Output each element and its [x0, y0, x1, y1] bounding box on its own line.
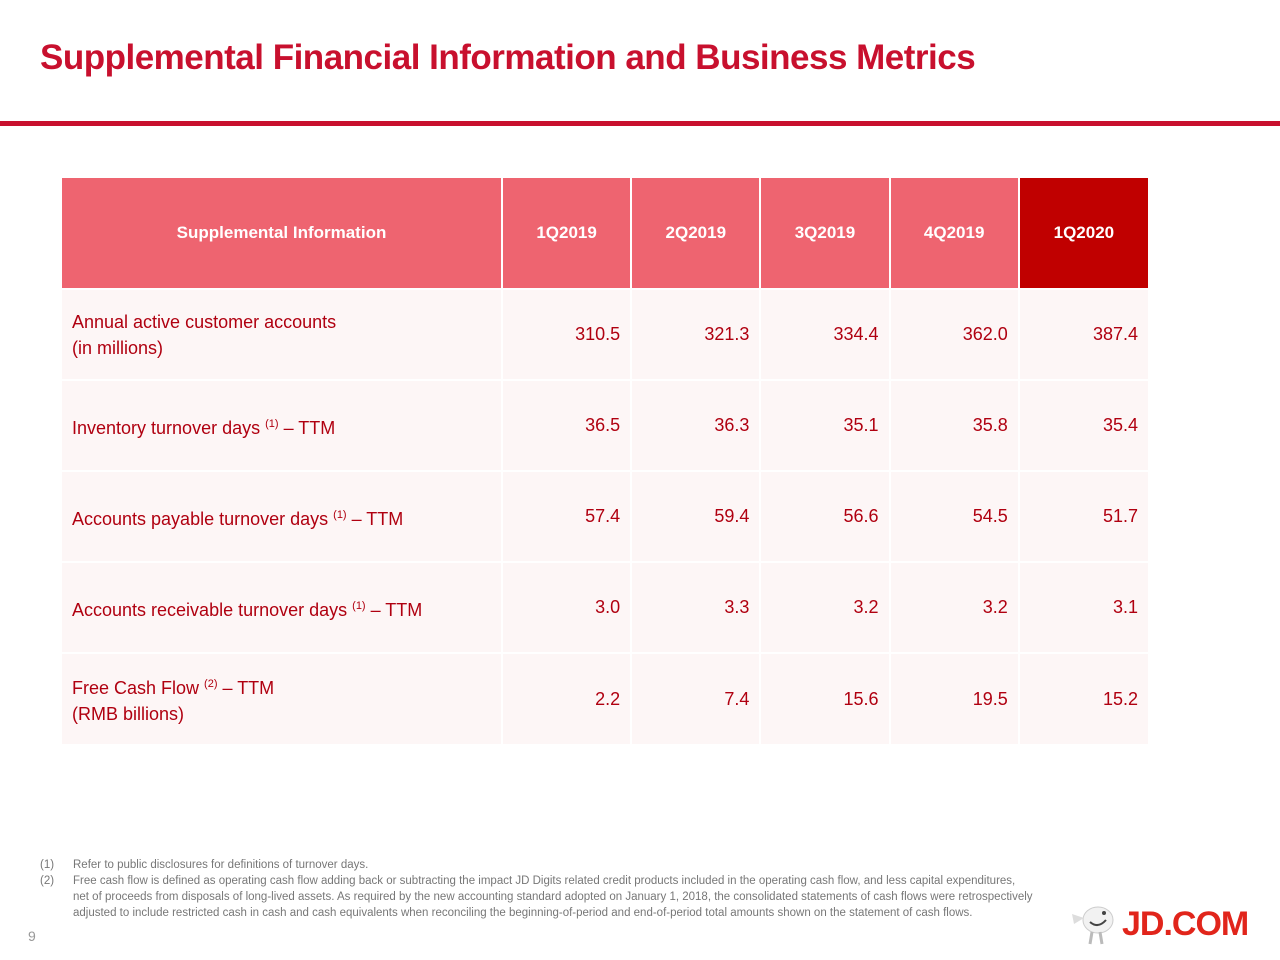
table-row: Free Cash Flow (2) – TTM (RMB billions) 2.… — [62, 652, 1148, 744]
footnote-text: Refer to public disclosures for definiti… — [73, 859, 369, 871]
header-1q2019: 1Q2019 — [500, 178, 632, 289]
value-cell: 387.4 — [1017, 288, 1148, 380]
table-row: Annual active customer accounts (in milli… — [62, 288, 1148, 380]
value-cell: 36.5 — [500, 379, 632, 471]
table-row: Inventory turnover days (1) – TTM 36.5 36.… — [62, 379, 1148, 471]
table-header-row: Supplemental Information 1Q2019 2Q2019 3… — [62, 178, 1148, 289]
value-cell: 7.4 — [630, 652, 761, 744]
jd-logo: JD.COM — [1068, 902, 1249, 946]
footnote-text: Free cash flow is defined as operating c… — [73, 875, 1033, 919]
value-cell: 15.6 — [759, 652, 890, 744]
footnote-number: (2) — [40, 875, 55, 887]
header-label: Supplemental Information — [62, 178, 502, 289]
value-cell: 3.1 — [1017, 561, 1148, 653]
value-cell: 54.5 — [888, 470, 1019, 562]
value-cell: 35.8 — [888, 379, 1019, 471]
value-cell: 51.7 — [1017, 470, 1148, 562]
footnote: (2) Free cash flow is defined as operatin… — [40, 873, 1033, 921]
metrics-table: Supplemental Information 1Q2019 2Q2019 3… — [62, 178, 1148, 744]
row-label: Accounts receivable turnover days (1) – … — [62, 561, 502, 653]
logo-text: JD.COM — [1122, 904, 1249, 943]
value-cell: 35.4 — [1017, 379, 1148, 471]
page-number: 9 — [28, 928, 36, 944]
value-cell: 3.3 — [630, 561, 761, 653]
footnote: (1) Refer to public disclosures for defin… — [40, 857, 1033, 873]
value-cell: 56.6 — [759, 470, 890, 562]
value-cell: 35.1 — [759, 379, 890, 471]
header-3q2019: 3Q2019 — [759, 178, 890, 289]
row-label: Free Cash Flow (2) – TTM (RMB billions) — [62, 652, 502, 744]
value-cell: 321.3 — [630, 288, 761, 380]
value-cell: 334.4 — [759, 288, 890, 380]
header-2q2019: 2Q2019 — [630, 178, 761, 289]
row-label: Accounts payable turnover days (1) – TTM — [62, 470, 502, 562]
value-cell: 19.5 — [888, 652, 1019, 744]
value-cell: 2.2 — [500, 652, 632, 744]
value-cell: 3.2 — [759, 561, 890, 653]
footnote-ref: (1) — [352, 599, 366, 612]
footnote-ref: (1) — [265, 417, 279, 430]
header-4q2019: 4Q2019 — [888, 178, 1019, 289]
value-cell: 36.3 — [630, 379, 761, 471]
title-divider — [0, 121, 1280, 126]
table-row: Accounts receivable turnover days (1) – … — [62, 561, 1148, 653]
header-1q2020: 1Q2020 — [1017, 178, 1148, 289]
value-cell: 3.0 — [500, 561, 632, 653]
page-title: Supplemental Financial Information and B… — [40, 38, 976, 77]
table-row: Accounts payable turnover days (1) – TTM… — [62, 470, 1148, 562]
value-cell: 310.5 — [500, 288, 632, 380]
row-label: Annual active customer accounts (in milli… — [62, 288, 502, 380]
footnote-ref: (1) — [333, 508, 347, 521]
jd-mascot-icon — [1072, 906, 1114, 945]
value-cell: 3.2 — [888, 561, 1019, 653]
value-cell: 362.0 — [888, 288, 1019, 380]
footnote-number: (1) — [40, 859, 55, 871]
value-cell: 15.2 — [1017, 652, 1148, 744]
row-label: Inventory turnover days (1) – TTM — [62, 379, 502, 471]
value-cell: 59.4 — [630, 470, 761, 562]
footnotes: (1) Refer to public disclosures for defin… — [40, 857, 1033, 921]
value-cell: 57.4 — [500, 470, 632, 562]
footnote-ref: (2) — [204, 678, 218, 690]
